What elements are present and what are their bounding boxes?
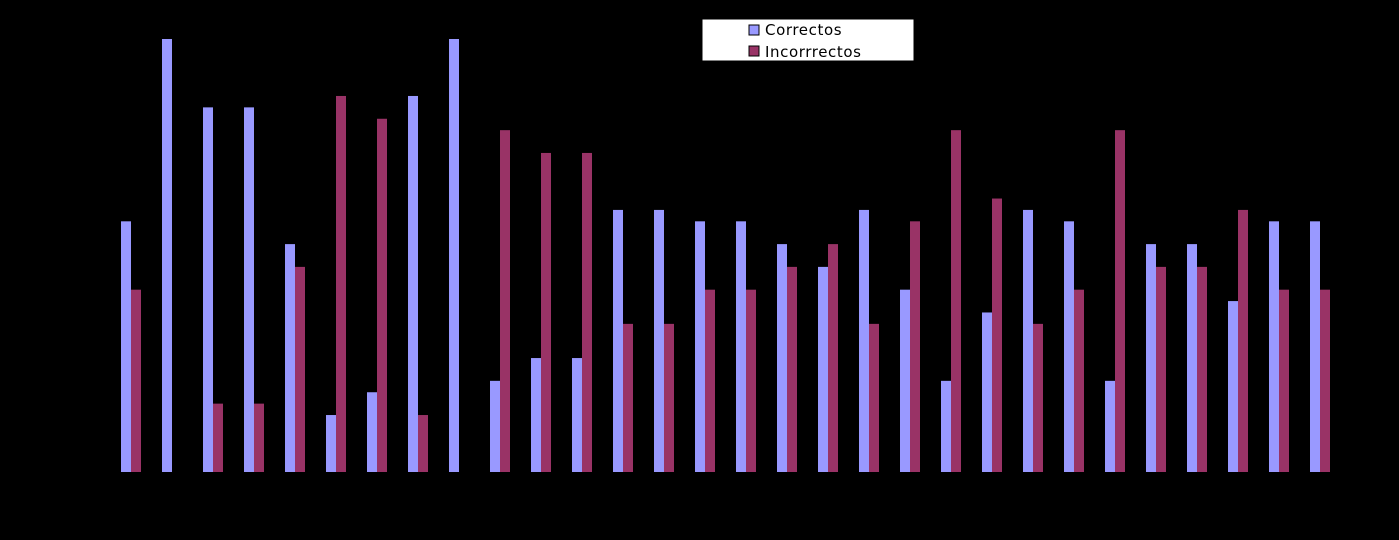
bar-incorrectos-12 [582,152,592,472]
bar-incorrectos-5 [295,266,305,472]
bar-correctos-7 [367,392,377,472]
bar-incorrectos-6 [336,95,346,472]
bar-incorrectos-16 [746,289,756,472]
bar-incorrectos-27 [1197,266,1207,472]
bar-correctos-5 [285,244,295,472]
legend: Correctos Incorrrectos [701,18,915,62]
bar-correctos-30 [1310,221,1320,472]
bar-correctos-15 [695,221,705,472]
bar-correctos-18 [818,266,828,472]
bar-correctos-4 [244,107,254,473]
bar-correctos-19 [859,209,869,473]
bar-correctos-2 [162,39,172,472]
bar-correctos-24 [1064,221,1074,472]
bar-incorrectos-15 [705,289,715,472]
bar-incorrectos-4 [254,403,264,472]
bar-incorrectos-26 [1156,266,1166,472]
legend-swatch-correctos [748,24,760,36]
bar-correctos-16 [736,221,746,472]
bar-incorrectos-18 [828,244,838,472]
bar-correctos-25 [1105,380,1115,472]
bar-incorrectos-29 [1279,289,1289,472]
legend-swatch-incorrectos [748,45,760,57]
bar-incorrectos-8 [418,415,428,472]
bar-correctos-8 [408,95,418,472]
bar-correctos-21 [941,380,951,472]
bar-incorrectos-17 [787,266,797,472]
bar-correctos-9 [449,39,459,472]
bar-correctos-12 [572,358,582,472]
bar-incorrectos-30 [1320,289,1330,472]
bar-correctos-11 [531,358,541,472]
bar-incorrectos-3 [213,403,223,472]
plot-frame [110,15,1342,473]
bar-correctos-14 [654,209,664,473]
bar-incorrectos-22 [992,198,1002,472]
legend-box [701,18,915,62]
bar-incorrectos-10 [500,130,510,472]
bar-correctos-28 [1228,301,1238,472]
bar-correctos-27 [1187,244,1197,472]
bar-correctos-26 [1146,244,1156,472]
bar-incorrectos-23 [1033,323,1043,472]
bar-incorrectos-11 [541,152,551,472]
bar-correctos-29 [1269,221,1279,472]
bar-correctos-6 [326,415,336,472]
bar-incorrectos-14 [664,323,674,472]
plot-area [110,15,1342,473]
bar-correctos-23 [1023,209,1033,473]
bar-incorrectos-24 [1074,289,1084,472]
bar-correctos-10 [490,380,500,472]
bar-incorrectos-21 [951,130,961,472]
bar-correctos-22 [982,312,992,472]
bar-incorrectos-19 [869,323,879,472]
bar-correctos-1 [121,221,131,472]
bar-correctos-17 [777,244,787,472]
bar-incorrectos-1 [131,289,141,472]
bar-incorrectos-13 [623,323,633,472]
legend-label-incorrectos: Incorrrectos [765,43,862,61]
bar-correctos-3 [203,107,213,473]
bar-incorrectos-20 [910,221,920,472]
bar-incorrectos-7 [377,118,387,472]
legend-label-correctos: Correctos [765,21,842,39]
bar-incorrectos-25 [1115,130,1125,472]
bar-correctos-13 [613,209,623,473]
bar-incorrectos-28 [1238,209,1248,473]
bar-correctos-20 [900,289,910,472]
